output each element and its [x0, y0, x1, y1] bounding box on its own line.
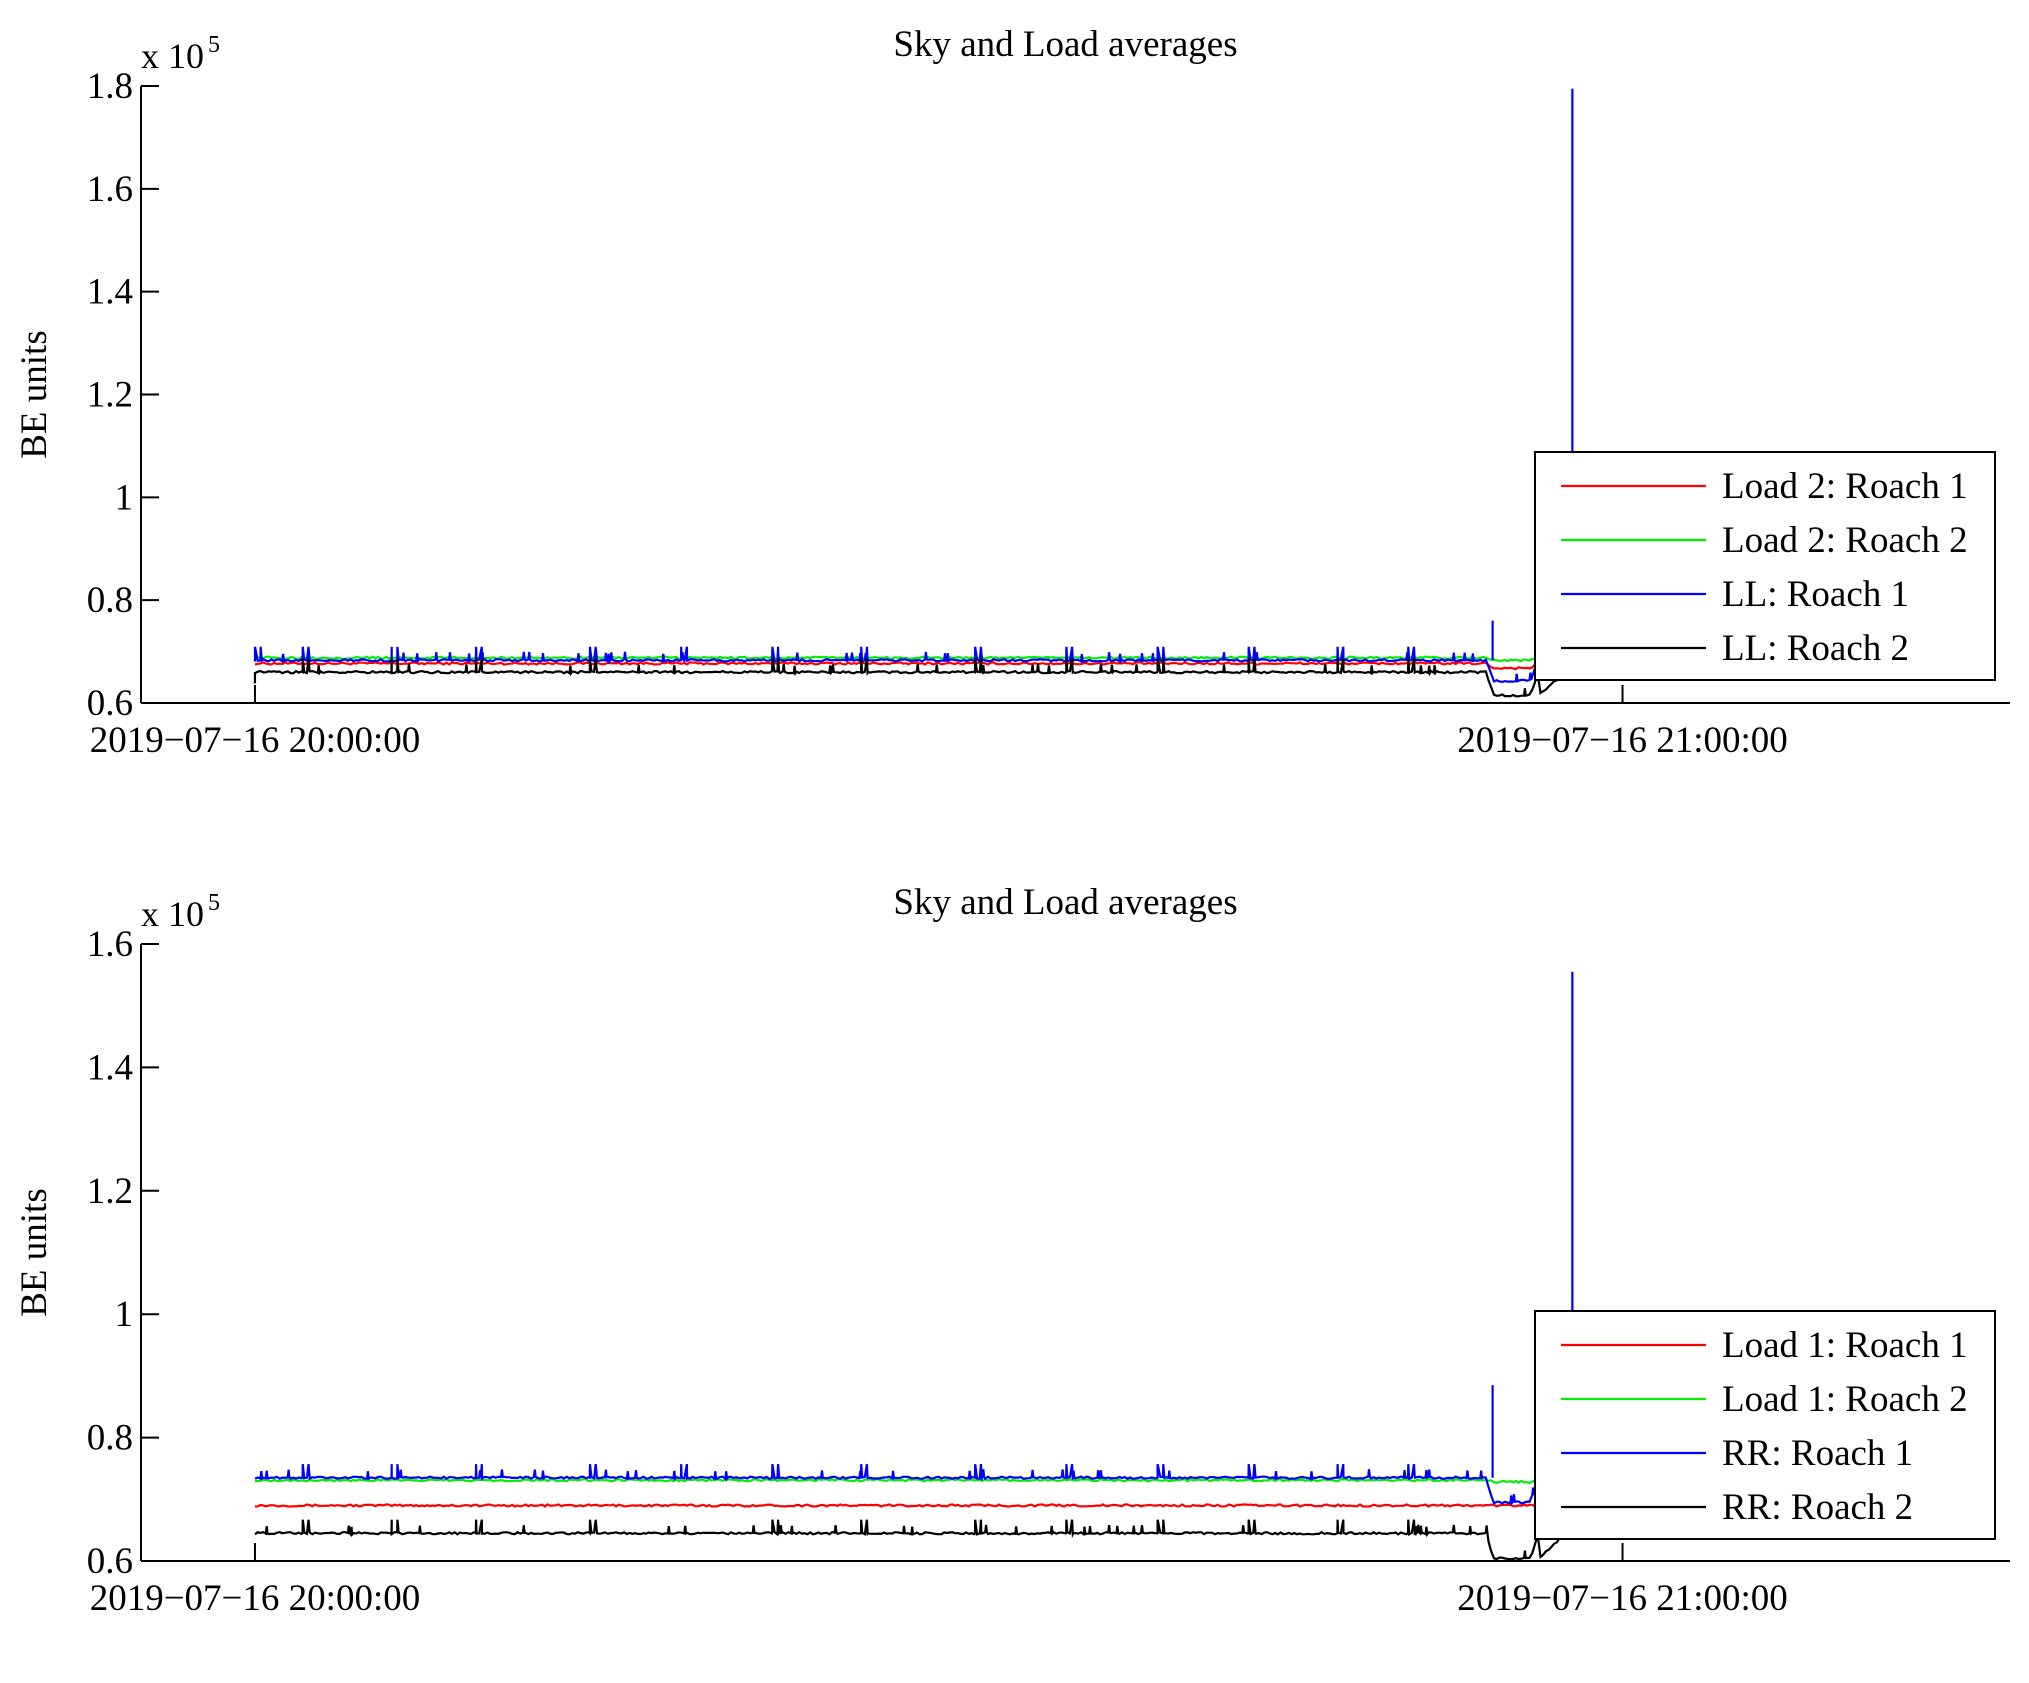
legend-entry: LL: Roach 2 [1722, 628, 1909, 669]
axis-exponent-label: x 10 5 [141, 32, 220, 76]
x-tick-label: 2019−07−16 21:00:00 [1457, 1578, 1788, 1619]
series-line [254, 1477, 1623, 1485]
series-line [254, 661, 1623, 671]
x-tick-label: 2019−07−16 21:00:00 [1457, 720, 1788, 761]
chart-title: Sky and Load averages [893, 24, 1237, 65]
chart-title: Sky and Load averages [893, 882, 1237, 923]
chart-panel: Sky and Load averages x 10 5 BE units 0.6 0.8… [14, 882, 2010, 1619]
y-tick-label: 0.8 [87, 580, 133, 621]
legend-box [1534, 451, 1996, 681]
y-tick-label: 1.6 [87, 169, 133, 210]
y-axis-label: BE units [14, 1188, 55, 1317]
y-tick-label: 0.6 [87, 683, 133, 724]
y-axis-label: BE units [14, 330, 55, 459]
legend-entry: Load 2: Roach 2 [1722, 520, 1968, 561]
legend-entry: Load 1: Roach 2 [1722, 1379, 1968, 1420]
exponent-power: 5 [208, 32, 220, 58]
y-tick-label: 1 [115, 477, 134, 518]
exponent-base: x 10 [141, 894, 204, 934]
y-tick-label: 0.6 [87, 1541, 133, 1582]
exponent-base: x 10 [141, 36, 204, 76]
legend-entry: LL: Roach 1 [1722, 574, 1909, 615]
x-tick-label: 2019−07−16 20:00:00 [90, 1578, 421, 1619]
legend-entry: Load 1: Roach 1 [1722, 1325, 1968, 1366]
y-tick-label: 1 [115, 1294, 134, 1335]
series-line [254, 1519, 1623, 1561]
legend-entry: RR: Roach 1 [1722, 1433, 1913, 1474]
legend-entry: RR: Roach 2 [1722, 1487, 1913, 1528]
legend: Load 1: Roach 1 Load 1: Roach 2 RR: Roach … [1534, 1310, 1996, 1540]
series-line [254, 1463, 1623, 1506]
y-tick-label: 1.4 [87, 1047, 133, 1088]
series-line [254, 658, 1623, 698]
y-tick-label: 1.2 [87, 375, 133, 416]
x-tick-label: 2019−07−16 20:00:00 [90, 720, 421, 761]
y-tick-label: 0.8 [87, 1418, 133, 1459]
legend-entry: Load 2: Roach 1 [1722, 466, 1968, 507]
exponent-power: 5 [208, 890, 220, 916]
series-line [254, 1503, 1623, 1508]
chart-panel: Sky and Load averages x 10 5 BE units 0.6 0.8… [14, 24, 2010, 761]
legend: Load 2: Roach 1 Load 2: Roach 2 LL: Roach … [1534, 451, 1996, 681]
legend-box [1534, 1310, 1996, 1540]
y-tick-label: 1.4 [87, 272, 133, 313]
y-tick-label: 1.2 [87, 1171, 133, 1212]
series-line [253, 646, 1623, 684]
axis-exponent-label: x 10 5 [141, 890, 220, 934]
y-tick-label: 1.8 [87, 66, 133, 107]
y-tick-label: 1.6 [87, 924, 133, 965]
